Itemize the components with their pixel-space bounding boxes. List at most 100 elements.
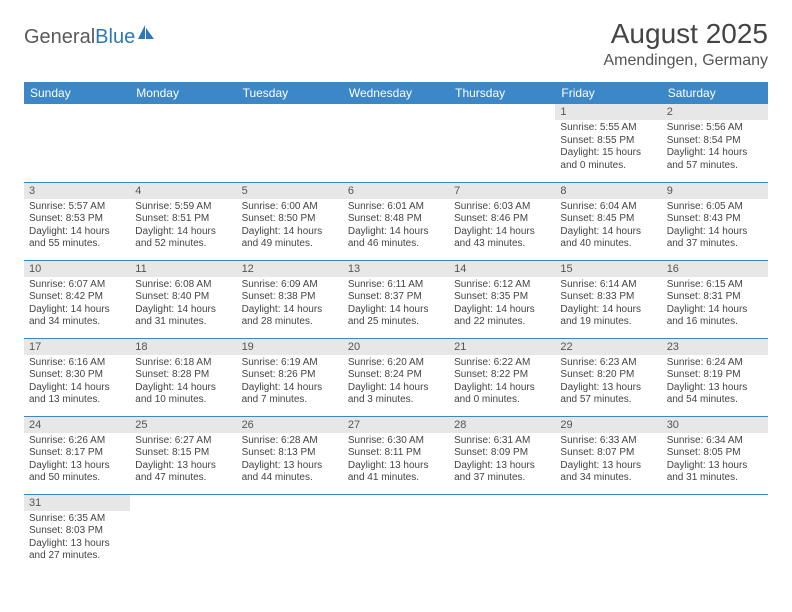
- weekday-header-row: SundayMondayTuesdayWednesdayThursdayFrid…: [24, 82, 768, 104]
- calendar-cell: 4Sunrise: 5:59 AMSunset: 8:51 PMDaylight…: [130, 182, 236, 260]
- sunset-line: Sunset: 8:54 PM: [667, 135, 763, 148]
- calendar-cell: 28Sunrise: 6:31 AMSunset: 8:09 PMDayligh…: [449, 416, 555, 494]
- day-number: 17: [24, 339, 130, 355]
- daylight-line: Daylight: 13 hours and 27 minutes.: [29, 538, 125, 563]
- calendar-row: 24Sunrise: 6:26 AMSunset: 8:17 PMDayligh…: [24, 416, 768, 494]
- day-details: Sunrise: 5:57 AMSunset: 8:53 PMDaylight:…: [24, 199, 130, 254]
- calendar-cell: 14Sunrise: 6:12 AMSunset: 8:35 PMDayligh…: [449, 260, 555, 338]
- sunrise-line: Sunrise: 6:23 AM: [560, 357, 656, 370]
- sunset-line: Sunset: 8:43 PM: [667, 213, 763, 226]
- sunset-line: Sunset: 8:17 PM: [29, 447, 125, 460]
- calendar-cell: 3Sunrise: 5:57 AMSunset: 8:53 PMDaylight…: [24, 182, 130, 260]
- calendar-cell: 16Sunrise: 6:15 AMSunset: 8:31 PMDayligh…: [662, 260, 768, 338]
- daylight-line: Daylight: 13 hours and 37 minutes.: [454, 460, 550, 485]
- sunset-line: Sunset: 8:19 PM: [667, 369, 763, 382]
- sunrise-line: Sunrise: 6:26 AM: [29, 435, 125, 448]
- calendar-cell: 19Sunrise: 6:19 AMSunset: 8:26 PMDayligh…: [237, 338, 343, 416]
- day-number: 21: [449, 339, 555, 355]
- daylight-line: Daylight: 14 hours and 31 minutes.: [135, 304, 231, 329]
- day-number: 20: [343, 339, 449, 355]
- sunset-line: Sunset: 8:03 PM: [29, 525, 125, 538]
- sunrise-line: Sunrise: 6:33 AM: [560, 435, 656, 448]
- sunrise-line: Sunrise: 6:19 AM: [242, 357, 338, 370]
- day-number: 7: [449, 183, 555, 199]
- sunset-line: Sunset: 8:13 PM: [242, 447, 338, 460]
- sunrise-line: Sunrise: 5:59 AM: [135, 201, 231, 214]
- daylight-line: Daylight: 14 hours and 49 minutes.: [242, 226, 338, 251]
- calendar-cell: [449, 104, 555, 182]
- sunset-line: Sunset: 8:22 PM: [454, 369, 550, 382]
- sunset-line: Sunset: 8:24 PM: [348, 369, 444, 382]
- day-number: 31: [24, 495, 130, 511]
- sunset-line: Sunset: 8:45 PM: [560, 213, 656, 226]
- calendar-cell: 29Sunrise: 6:33 AMSunset: 8:07 PMDayligh…: [555, 416, 661, 494]
- day-number: 1: [555, 104, 661, 120]
- daylight-line: Daylight: 14 hours and 28 minutes.: [242, 304, 338, 329]
- sunrise-line: Sunrise: 6:18 AM: [135, 357, 231, 370]
- daylight-line: Daylight: 14 hours and 3 minutes.: [348, 382, 444, 407]
- day-number: 27: [343, 417, 449, 433]
- calendar-cell: 5Sunrise: 6:00 AMSunset: 8:50 PMDaylight…: [237, 182, 343, 260]
- sunset-line: Sunset: 8:38 PM: [242, 291, 338, 304]
- calendar-cell: 24Sunrise: 6:26 AMSunset: 8:17 PMDayligh…: [24, 416, 130, 494]
- calendar-cell: 20Sunrise: 6:20 AMSunset: 8:24 PMDayligh…: [343, 338, 449, 416]
- day-details: Sunrise: 6:28 AMSunset: 8:13 PMDaylight:…: [237, 433, 343, 488]
- day-details: Sunrise: 6:16 AMSunset: 8:30 PMDaylight:…: [24, 355, 130, 410]
- sunset-line: Sunset: 8:55 PM: [560, 135, 656, 148]
- day-number: 23: [662, 339, 768, 355]
- sunset-line: Sunset: 8:46 PM: [454, 213, 550, 226]
- calendar-cell: 30Sunrise: 6:34 AMSunset: 8:05 PMDayligh…: [662, 416, 768, 494]
- calendar-cell: [662, 494, 768, 572]
- calendar-row: 1Sunrise: 5:55 AMSunset: 8:55 PMDaylight…: [24, 104, 768, 182]
- sail-icon: [137, 24, 155, 45]
- sunset-line: Sunset: 8:30 PM: [29, 369, 125, 382]
- calendar-cell: 22Sunrise: 6:23 AMSunset: 8:20 PMDayligh…: [555, 338, 661, 416]
- sunrise-line: Sunrise: 5:55 AM: [560, 122, 656, 135]
- daylight-line: Daylight: 14 hours and 13 minutes.: [29, 382, 125, 407]
- day-details: Sunrise: 6:05 AMSunset: 8:43 PMDaylight:…: [662, 199, 768, 254]
- day-details: Sunrise: 6:31 AMSunset: 8:09 PMDaylight:…: [449, 433, 555, 488]
- sunrise-line: Sunrise: 6:03 AM: [454, 201, 550, 214]
- sunset-line: Sunset: 8:53 PM: [29, 213, 125, 226]
- daylight-line: Daylight: 14 hours and 7 minutes.: [242, 382, 338, 407]
- location: Amendingen, Germany: [603, 52, 768, 70]
- day-number: 6: [343, 183, 449, 199]
- day-details: Sunrise: 6:33 AMSunset: 8:07 PMDaylight:…: [555, 433, 661, 488]
- day-number: 19: [237, 339, 343, 355]
- daylight-line: Daylight: 13 hours and 34 minutes.: [560, 460, 656, 485]
- calendar-cell: [343, 104, 449, 182]
- sunrise-line: Sunrise: 6:20 AM: [348, 357, 444, 370]
- sunset-line: Sunset: 8:35 PM: [454, 291, 550, 304]
- day-number: 3: [24, 183, 130, 199]
- sunrise-line: Sunrise: 6:00 AM: [242, 201, 338, 214]
- sunrise-line: Sunrise: 6:15 AM: [667, 279, 763, 292]
- day-details: Sunrise: 6:09 AMSunset: 8:38 PMDaylight:…: [237, 277, 343, 332]
- calendar-cell: 21Sunrise: 6:22 AMSunset: 8:22 PMDayligh…: [449, 338, 555, 416]
- month-title: August 2025: [603, 18, 768, 50]
- daylight-line: Daylight: 14 hours and 10 minutes.: [135, 382, 231, 407]
- calendar-cell: 6Sunrise: 6:01 AMSunset: 8:48 PMDaylight…: [343, 182, 449, 260]
- day-number: 2: [662, 104, 768, 120]
- calendar-cell: [555, 494, 661, 572]
- daylight-line: Daylight: 13 hours and 54 minutes.: [667, 382, 763, 407]
- sunrise-line: Sunrise: 6:11 AM: [348, 279, 444, 292]
- day-details: Sunrise: 6:20 AMSunset: 8:24 PMDaylight:…: [343, 355, 449, 410]
- sunrise-line: Sunrise: 6:34 AM: [667, 435, 763, 448]
- daylight-line: Daylight: 13 hours and 57 minutes.: [560, 382, 656, 407]
- calendar-cell: [237, 104, 343, 182]
- calendar-cell: 15Sunrise: 6:14 AMSunset: 8:33 PMDayligh…: [555, 260, 661, 338]
- calendar-row: 31Sunrise: 6:35 AMSunset: 8:03 PMDayligh…: [24, 494, 768, 572]
- day-details: Sunrise: 6:30 AMSunset: 8:11 PMDaylight:…: [343, 433, 449, 488]
- day-number: 13: [343, 261, 449, 277]
- title-block: August 2025 Amendingen, Germany: [603, 18, 768, 70]
- daylight-line: Daylight: 14 hours and 55 minutes.: [29, 226, 125, 251]
- calendar-cell: 9Sunrise: 6:05 AMSunset: 8:43 PMDaylight…: [662, 182, 768, 260]
- calendar-cell: 13Sunrise: 6:11 AMSunset: 8:37 PMDayligh…: [343, 260, 449, 338]
- daylight-line: Daylight: 14 hours and 57 minutes.: [667, 147, 763, 172]
- daylight-line: Daylight: 13 hours and 31 minutes.: [667, 460, 763, 485]
- day-number: 4: [130, 183, 236, 199]
- day-number: 10: [24, 261, 130, 277]
- day-details: Sunrise: 6:26 AMSunset: 8:17 PMDaylight:…: [24, 433, 130, 488]
- day-details: Sunrise: 5:55 AMSunset: 8:55 PMDaylight:…: [555, 120, 661, 175]
- sunset-line: Sunset: 8:42 PM: [29, 291, 125, 304]
